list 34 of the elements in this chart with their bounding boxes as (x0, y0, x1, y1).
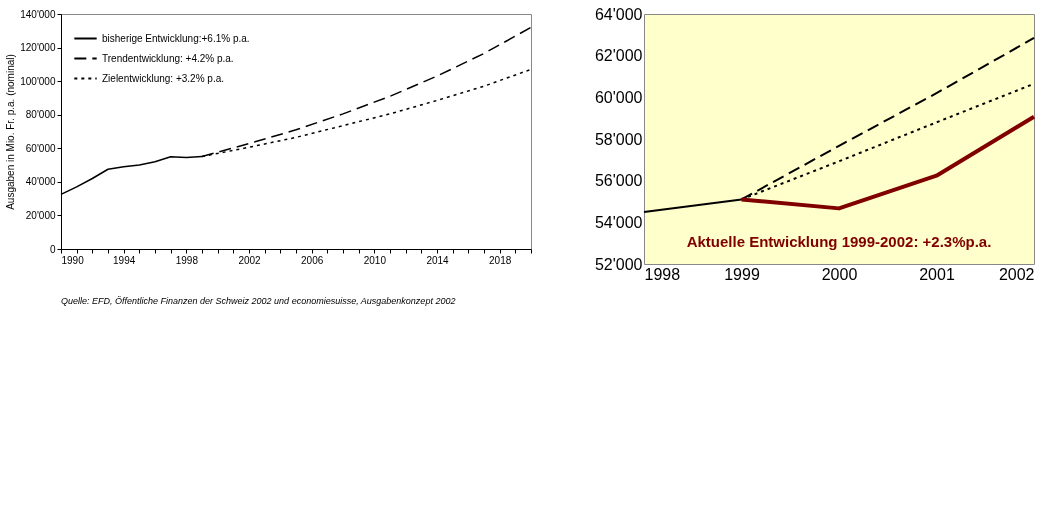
y-tick-label: 120'000 (20, 42, 56, 54)
x-tick-label: 2001 (919, 265, 955, 283)
y-tick-label: 60'000 (25, 142, 56, 154)
y-tick-label: 56'000 (594, 172, 643, 190)
x-tick-label: 1999 (724, 265, 760, 283)
source-note: Quelle: EFD, Öffentliche Finanzen der Schweiz 2002 und economiesuisse, Ausgabenkonzept 2002 (61, 296, 456, 306)
x-tick-label: 2002 (998, 265, 1035, 283)
text: Aktuelle Entwicklung 1999-2002: +2.3%p.a. (686, 233, 992, 250)
y-tick-label: 54'000 (594, 213, 643, 231)
x-tick-label: 1990 (61, 254, 85, 266)
y-tick-label: 40'000 (25, 176, 56, 188)
y-tick-label: 64'000 (594, 5, 643, 23)
x-tick-label: 1998 (175, 254, 199, 266)
x-tick-label: 2000 (821, 265, 858, 283)
y-tick-label: 62'000 (594, 47, 643, 65)
legend-label: bisherige Entwicklung:+6.1% p.a. (102, 32, 250, 44)
y-tick-label: 20'000 (25, 209, 56, 221)
x-tick-label: 2018 (489, 254, 512, 266)
x-tick-label: 2010 (363, 254, 387, 266)
x-tick-label: 2006 (301, 254, 324, 266)
y-tick-label: 80'000 (25, 109, 56, 121)
y-tick-label: 60'000 (594, 88, 643, 106)
y-axis-title: Ausgaben in Mio. Fr. p.a. (nominal) (5, 54, 17, 210)
legend-label: Zielentwicklung: +3.2% p.a. (102, 72, 225, 84)
x-tick-label: 1998 (644, 265, 681, 283)
y-tick-label: 0 (49, 243, 56, 255)
x-tick-label: 1994 (113, 254, 136, 266)
y-tick-label: 100'000 (20, 75, 56, 87)
y-tick-label: 58'000 (594, 130, 643, 148)
y-tick-label: 52'000 (594, 255, 643, 273)
x-tick-label: 2002 (238, 254, 262, 266)
x-tick-label: 2014 (426, 254, 450, 266)
y-tick-label: 140'000 (20, 8, 56, 20)
legend-label: Trendentwicklung: +4.2% p.a. (102, 52, 234, 64)
